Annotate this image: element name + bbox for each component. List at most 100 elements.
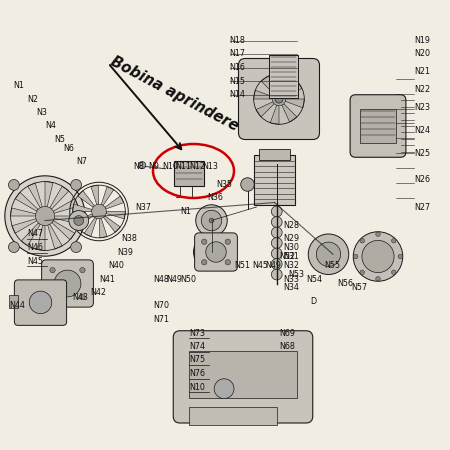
Circle shape bbox=[71, 242, 81, 252]
Circle shape bbox=[225, 260, 230, 265]
Circle shape bbox=[80, 267, 85, 273]
Circle shape bbox=[353, 232, 403, 281]
Polygon shape bbox=[254, 90, 273, 99]
Polygon shape bbox=[10, 208, 36, 216]
Text: N38: N38 bbox=[122, 234, 137, 243]
Polygon shape bbox=[21, 223, 40, 246]
Text: N10: N10 bbox=[162, 162, 178, 171]
Circle shape bbox=[362, 240, 394, 273]
Polygon shape bbox=[99, 218, 107, 238]
Text: N70: N70 bbox=[153, 302, 169, 310]
Polygon shape bbox=[261, 76, 276, 94]
Bar bbox=[9, 295, 18, 308]
FancyBboxPatch shape bbox=[41, 260, 94, 307]
Text: N25: N25 bbox=[414, 148, 430, 157]
Bar bbox=[189, 407, 277, 425]
FancyBboxPatch shape bbox=[173, 331, 313, 423]
Text: N39: N39 bbox=[117, 248, 133, 256]
Circle shape bbox=[50, 267, 55, 273]
Text: N1: N1 bbox=[180, 207, 191, 216]
Text: N68: N68 bbox=[279, 342, 295, 351]
Text: N16: N16 bbox=[230, 63, 245, 72]
Bar bbox=[189, 351, 297, 398]
Bar bbox=[174, 161, 203, 185]
Circle shape bbox=[316, 242, 341, 266]
Circle shape bbox=[271, 238, 282, 248]
Circle shape bbox=[271, 206, 282, 217]
Circle shape bbox=[275, 95, 283, 103]
Text: N40: N40 bbox=[108, 261, 124, 270]
Text: N10: N10 bbox=[189, 382, 205, 392]
Text: N73: N73 bbox=[189, 328, 205, 338]
Polygon shape bbox=[37, 225, 45, 250]
Text: N52: N52 bbox=[279, 252, 295, 261]
Circle shape bbox=[196, 205, 227, 236]
Circle shape bbox=[202, 239, 207, 244]
Text: N20: N20 bbox=[414, 50, 430, 58]
Circle shape bbox=[202, 260, 207, 265]
Text: N43: N43 bbox=[72, 292, 88, 302]
Text: N69: N69 bbox=[279, 328, 295, 338]
Polygon shape bbox=[78, 191, 94, 207]
Circle shape bbox=[139, 162, 146, 169]
Text: N49: N49 bbox=[166, 274, 183, 284]
Text: N49: N49 bbox=[266, 261, 282, 270]
Text: N17: N17 bbox=[230, 50, 246, 58]
Circle shape bbox=[398, 254, 402, 259]
FancyBboxPatch shape bbox=[14, 280, 67, 325]
Circle shape bbox=[360, 238, 364, 243]
Circle shape bbox=[50, 294, 55, 300]
Circle shape bbox=[241, 178, 254, 191]
Text: N47: N47 bbox=[27, 230, 43, 238]
Circle shape bbox=[214, 379, 234, 399]
Polygon shape bbox=[50, 186, 69, 209]
Circle shape bbox=[376, 232, 380, 237]
Polygon shape bbox=[28, 183, 42, 208]
Bar bbox=[269, 55, 298, 98]
Text: N12: N12 bbox=[189, 162, 205, 171]
Text: N30: N30 bbox=[284, 243, 299, 252]
Circle shape bbox=[194, 234, 230, 270]
Text: N33: N33 bbox=[284, 274, 299, 284]
Polygon shape bbox=[284, 81, 302, 96]
Polygon shape bbox=[52, 221, 75, 240]
Circle shape bbox=[209, 218, 214, 223]
Circle shape bbox=[5, 176, 85, 256]
FancyBboxPatch shape bbox=[350, 95, 406, 157]
Text: N18: N18 bbox=[230, 36, 245, 45]
Polygon shape bbox=[106, 212, 125, 219]
Text: N23: N23 bbox=[414, 104, 430, 112]
Circle shape bbox=[353, 254, 358, 259]
Text: N26: N26 bbox=[414, 176, 430, 184]
Circle shape bbox=[271, 248, 282, 259]
Polygon shape bbox=[84, 217, 97, 237]
Text: N6: N6 bbox=[63, 144, 74, 153]
Text: N44: N44 bbox=[9, 302, 25, 310]
Text: N1: N1 bbox=[14, 81, 24, 90]
Circle shape bbox=[54, 270, 81, 297]
Text: N24: N24 bbox=[414, 126, 430, 135]
Circle shape bbox=[9, 242, 19, 252]
Polygon shape bbox=[74, 214, 93, 227]
Circle shape bbox=[225, 239, 230, 244]
Polygon shape bbox=[54, 216, 80, 224]
Text: N45: N45 bbox=[27, 256, 43, 266]
Text: N56: N56 bbox=[338, 279, 354, 288]
Text: N35: N35 bbox=[216, 180, 232, 189]
Circle shape bbox=[308, 234, 349, 274]
Text: N15: N15 bbox=[230, 76, 246, 86]
Circle shape bbox=[80, 294, 85, 300]
Text: N32: N32 bbox=[284, 261, 300, 270]
Circle shape bbox=[392, 270, 396, 274]
Text: N14: N14 bbox=[230, 90, 245, 99]
Polygon shape bbox=[73, 204, 92, 212]
Bar bbox=[254, 155, 295, 205]
Text: Bobina aprindere: Bobina aprindere bbox=[108, 54, 241, 134]
Text: D: D bbox=[310, 297, 317, 306]
Text: N34: N34 bbox=[284, 284, 299, 292]
Text: N28: N28 bbox=[284, 220, 300, 230]
Polygon shape bbox=[279, 74, 288, 93]
Text: N31: N31 bbox=[284, 252, 299, 261]
Text: N75: N75 bbox=[189, 356, 205, 364]
Bar bbox=[259, 148, 290, 160]
